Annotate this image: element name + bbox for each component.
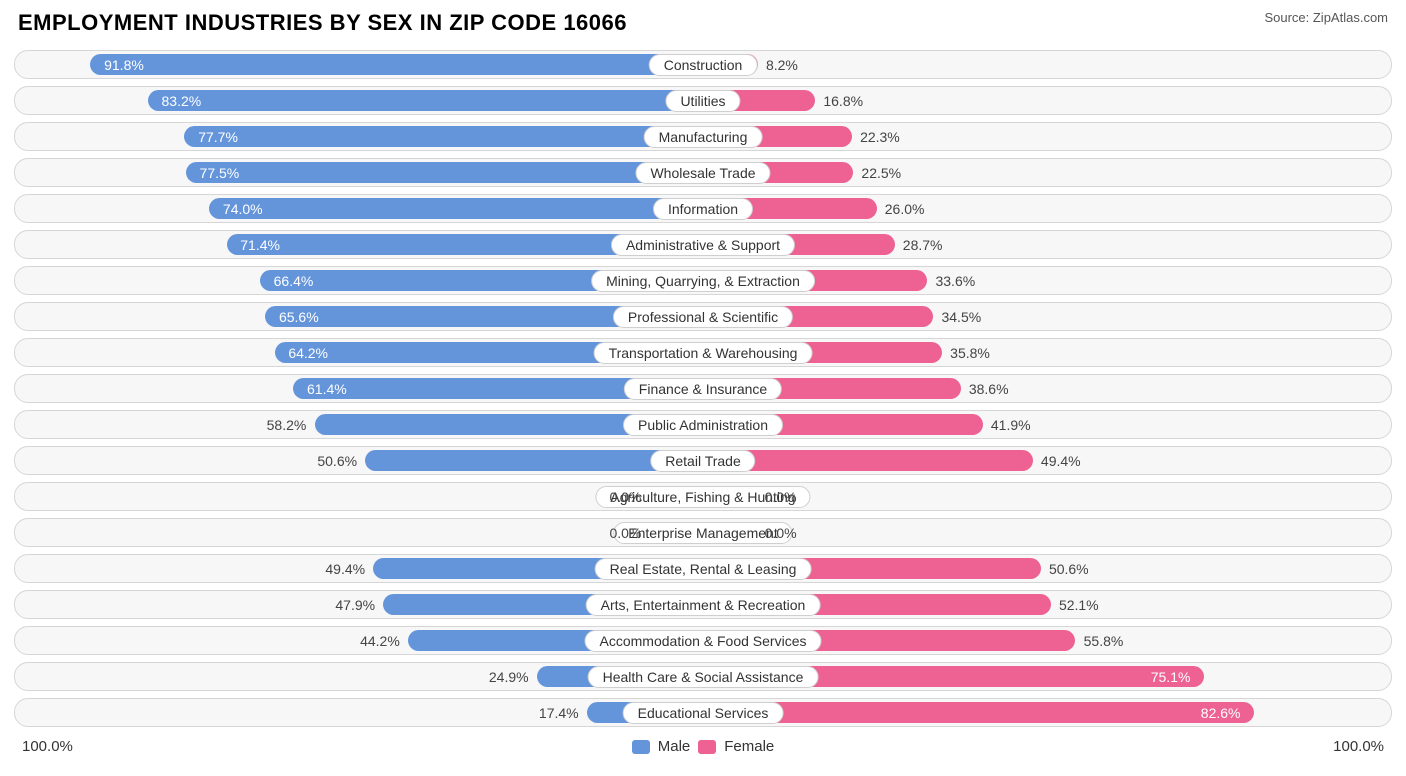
male-pct-label: 91.8% bbox=[104, 57, 144, 73]
legend-male-label: Male bbox=[658, 738, 691, 755]
male-bar bbox=[186, 162, 703, 183]
chart-row: Retail Trade 50.6% 49.4% bbox=[14, 446, 1392, 475]
chart-row: Educational Services 17.4% 82.6% bbox=[14, 698, 1392, 727]
female-pct-label: 35.8% bbox=[950, 345, 990, 361]
chart-row: Accommodation & Food Services 44.2% 55.8% bbox=[14, 626, 1392, 655]
male-bar bbox=[148, 90, 703, 111]
male-pct-label: 58.2% bbox=[267, 417, 307, 433]
chart-row: Construction 91.8% 8.2% bbox=[14, 50, 1392, 79]
female-pct-label: 75.1% bbox=[1151, 669, 1191, 685]
male-pct-label: 24.9% bbox=[489, 669, 529, 685]
row-category-label: Information bbox=[653, 198, 753, 220]
female-pct-label: 0.0% bbox=[765, 489, 797, 505]
female-pct-label: 33.6% bbox=[935, 273, 975, 289]
row-category-label: Professional & Scientific bbox=[613, 306, 793, 328]
male-pct-label: 0.0% bbox=[609, 489, 641, 505]
chart-row: Health Care & Social Assistance 24.9% 75.1… bbox=[14, 662, 1392, 691]
female-pct-label: 8.2% bbox=[766, 57, 798, 73]
row-category-label: Real Estate, Rental & Leasing bbox=[595, 558, 812, 580]
male-pct-label: 50.6% bbox=[317, 453, 357, 469]
row-category-label: Accommodation & Food Services bbox=[585, 630, 822, 652]
row-category-label: Arts, Entertainment & Recreation bbox=[586, 594, 821, 616]
male-pct-label: 71.4% bbox=[240, 237, 280, 253]
chart-title: EMPLOYMENT INDUSTRIES BY SEX IN ZIP CODE… bbox=[18, 10, 627, 36]
male-pct-label: 83.2% bbox=[162, 93, 202, 109]
chart-row: Public Administration 58.2% 41.9% bbox=[14, 410, 1392, 439]
male-bar bbox=[209, 198, 703, 219]
row-category-label: Utilities bbox=[665, 90, 740, 112]
female-pct-label: 49.4% bbox=[1041, 453, 1081, 469]
row-category-label: Retail Trade bbox=[650, 450, 755, 472]
chart-row: Utilities 83.2% 16.8% bbox=[14, 86, 1392, 115]
female-swatch-icon bbox=[698, 740, 716, 754]
female-pct-label: 82.6% bbox=[1201, 705, 1241, 721]
chart-row: Arts, Entertainment & Recreation 47.9% 52.… bbox=[14, 590, 1392, 619]
chart-header: EMPLOYMENT INDUSTRIES BY SEX IN ZIP CODE… bbox=[10, 10, 1396, 50]
male-bar bbox=[184, 126, 703, 147]
female-pct-label: 50.6% bbox=[1049, 561, 1089, 577]
male-pct-label: 61.4% bbox=[307, 381, 347, 397]
row-category-label: Administrative & Support bbox=[611, 234, 795, 256]
female-pct-label: 22.5% bbox=[861, 165, 901, 181]
row-category-label: Educational Services bbox=[623, 702, 784, 724]
female-pct-label: 55.8% bbox=[1084, 633, 1124, 649]
axis-right-max: 100.0% bbox=[1333, 738, 1384, 755]
female-pct-label: 38.6% bbox=[969, 381, 1009, 397]
legend-female-label: Female bbox=[724, 738, 774, 755]
diverging-bar-chart: Construction 91.8% 8.2% Utilities 83.2% 16.8%… bbox=[10, 50, 1396, 727]
row-category-label: Mining, Quarrying, & Extraction bbox=[591, 270, 815, 292]
chart-row: Enterprise Management0.0%0.0% bbox=[14, 518, 1392, 547]
male-pct-label: 44.2% bbox=[360, 633, 400, 649]
axis-left-max: 100.0% bbox=[22, 738, 73, 755]
male-pct-label: 47.9% bbox=[335, 597, 375, 613]
male-pct-label: 49.4% bbox=[325, 561, 365, 577]
chart-row: Transportation & Warehousing 64.2% 35.8% bbox=[14, 338, 1392, 367]
row-category-label: Finance & Insurance bbox=[624, 378, 782, 400]
female-pct-label: 0.0% bbox=[765, 525, 797, 541]
male-pct-label: 65.6% bbox=[279, 309, 319, 325]
male-pct-label: 66.4% bbox=[274, 273, 314, 289]
male-bar bbox=[90, 54, 703, 75]
chart-row: Agriculture, Fishing & Hunting0.0%0.0% bbox=[14, 482, 1392, 511]
male-pct-label: 77.7% bbox=[198, 129, 238, 145]
female-pct-label: 28.7% bbox=[903, 237, 943, 253]
chart-row: Information 74.0% 26.0% bbox=[14, 194, 1392, 223]
female-pct-label: 26.0% bbox=[885, 201, 925, 217]
male-pct-label: 0.0% bbox=[609, 525, 641, 541]
row-category-label: Manufacturing bbox=[644, 126, 763, 148]
row-category-label: Public Administration bbox=[623, 414, 783, 436]
female-pct-label: 34.5% bbox=[941, 309, 981, 325]
row-category-label: Wholesale Trade bbox=[635, 162, 770, 184]
female-pct-label: 22.3% bbox=[860, 129, 900, 145]
chart-row: Finance & Insurance 61.4% 38.6% bbox=[14, 374, 1392, 403]
male-pct-label: 77.5% bbox=[200, 165, 240, 181]
female-pct-label: 16.8% bbox=[823, 93, 863, 109]
female-bar bbox=[703, 702, 1254, 723]
female-pct-label: 52.1% bbox=[1059, 597, 1099, 613]
chart-row: Manufacturing 77.7% 22.3% bbox=[14, 122, 1392, 151]
chart-row: Real Estate, Rental & Leasing 49.4% 50.6% bbox=[14, 554, 1392, 583]
male-pct-label: 74.0% bbox=[223, 201, 263, 217]
chart-row: Professional & Scientific 65.6% 34.5% bbox=[14, 302, 1392, 331]
male-pct-label: 64.2% bbox=[288, 345, 328, 361]
chart-legend: Male Female bbox=[632, 738, 775, 755]
chart-row: Administrative & Support 71.4% 28.7% bbox=[14, 230, 1392, 259]
chart-footer: 100.0% Male Female 100.0% bbox=[10, 734, 1396, 755]
male-pct-label: 17.4% bbox=[539, 705, 579, 721]
chart-row: Mining, Quarrying, & Extraction 66.4% 33.6… bbox=[14, 266, 1392, 295]
chart-row: Wholesale Trade 77.5% 22.5% bbox=[14, 158, 1392, 187]
male-swatch-icon bbox=[632, 740, 650, 754]
chart-source: Source: ZipAtlas.com bbox=[1264, 10, 1388, 25]
row-category-label: Transportation & Warehousing bbox=[594, 342, 813, 364]
female-pct-label: 41.9% bbox=[991, 417, 1031, 433]
row-category-label: Construction bbox=[649, 54, 758, 76]
row-category-label: Health Care & Social Assistance bbox=[588, 666, 819, 688]
